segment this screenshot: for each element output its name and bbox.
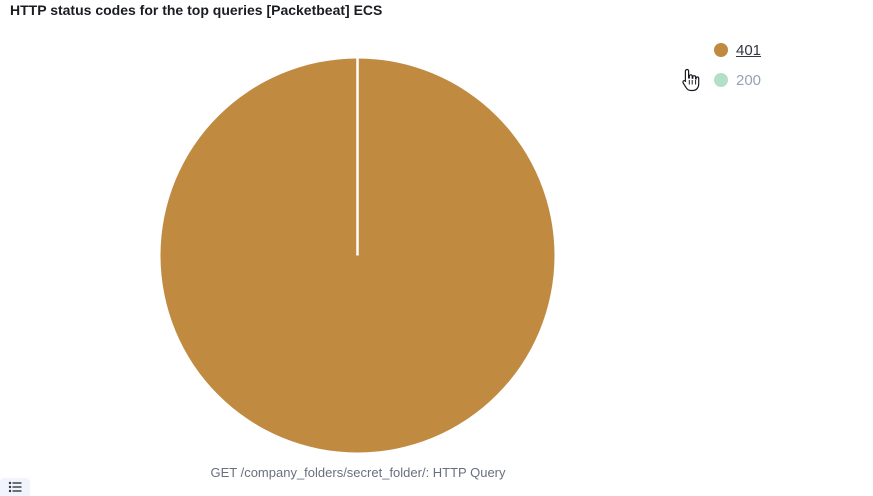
chart-legend: 401 200	[714, 39, 761, 99]
legend-toggle-button[interactable]	[0, 478, 30, 496]
panel-title: HTTP status codes for the top queries [P…	[10, 2, 383, 18]
legend-label-401[interactable]: 401	[736, 41, 762, 59]
list-icon	[8, 481, 22, 493]
legend-label-200[interactable]: 200	[736, 71, 762, 89]
legend-color-dot-401	[714, 43, 728, 57]
pointer-hand-icon	[682, 68, 700, 92]
legend-item-200[interactable]: 200	[714, 69, 761, 91]
legend-item-401[interactable]: 401	[714, 39, 761, 61]
pie-slice-label: GET /company_folders/secret_folder/: HTT…	[210, 465, 506, 480]
legend-color-dot-200	[714, 73, 728, 87]
